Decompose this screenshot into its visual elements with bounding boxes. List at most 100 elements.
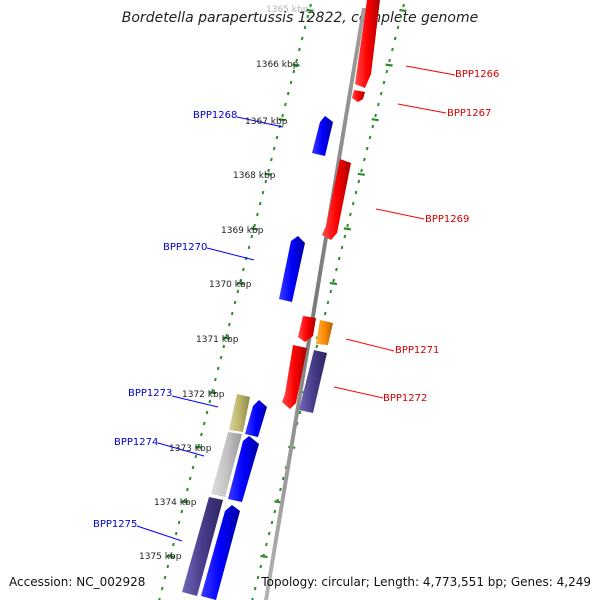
right-track-dot [402, 3, 405, 8]
gene-bpp1268-arrow[interactable] [312, 116, 333, 156]
right-track-dot [351, 201, 355, 206]
tick-mark-1372-left [209, 391, 217, 395]
leader-bpp1266 [405, 65, 456, 76]
right-track-dot [346, 223, 349, 228]
tick-mark-1367-right [371, 118, 379, 122]
gene-label-bpp1268[interactable]: BPP1268 [193, 110, 237, 121]
tick-mark-1365-left [306, 8, 314, 13]
right-track-dot [396, 25, 400, 30]
gene-bpp1273-gray[interactable] [211, 432, 242, 497]
gene-label-bpp1267[interactable]: BPP1267 [447, 108, 491, 119]
genes-reverse [182, 116, 333, 600]
left-track-dot [261, 190, 265, 195]
leader-bpp1274 [157, 442, 205, 457]
right-track-dot [357, 179, 361, 184]
gene-bpp1275-arrow[interactable] [201, 505, 240, 600]
tick-mark-1367-left [278, 118, 286, 122]
accession-text: Accession: NC_002928 [9, 575, 146, 589]
tick-mark-1368-right [357, 172, 365, 176]
left-track-dot [180, 509, 184, 514]
tick-mark-1375-right [260, 554, 268, 559]
left-track-dot [205, 410, 209, 415]
tick-mark-1369-left [250, 227, 259, 231]
gene-bpp1270-arrow[interactable] [279, 236, 305, 302]
left-track-dot [292, 69, 296, 74]
right-track-dot [273, 509, 277, 514]
gene-label-bpp1269[interactable]: BPP1269 [425, 214, 469, 225]
left-track-dot [250, 234, 254, 239]
gene-bpp1272-arrow[interactable] [299, 350, 327, 413]
gene-label-bpp1270[interactable]: BPP1270 [163, 242, 207, 253]
gene-bpp1273-arrow[interactable] [245, 400, 267, 437]
left-track-dot [163, 575, 167, 580]
left-track-dot [216, 366, 220, 371]
gene-bpp1269-arrow[interactable] [322, 159, 351, 240]
left-track-dot [253, 223, 256, 228]
gene-bpp1274-arrow[interactable] [228, 436, 259, 502]
gene-bpp1266-arrow[interactable] [355, 0, 380, 88]
left-track-dot [200, 432, 203, 437]
right-track-dot [354, 190, 358, 195]
left-track-dot [272, 146, 276, 151]
left-track-dot [174, 531, 178, 536]
left-track-dot [236, 289, 240, 294]
tick-mark-1370-left [236, 281, 245, 286]
gene-label-bpp1274[interactable]: BPP1274 [114, 437, 158, 448]
left-track-dot [211, 388, 214, 393]
left-track-dot [284, 102, 287, 107]
gene-bpp1273-khaki[interactable] [229, 394, 250, 432]
right-track-dot [349, 212, 352, 217]
right-track-dot [326, 300, 330, 305]
leader-bpp1269 [375, 208, 425, 220]
left-track-dot [300, 36, 304, 41]
tick-label-1367: 1367 kbp [245, 117, 288, 127]
gene-label-bpp1272[interactable]: BPP1272 [383, 393, 427, 404]
gene-label-bpp1271[interactable]: BPP1271 [395, 345, 439, 356]
right-track-dot [253, 586, 257, 591]
gene-bpp1267-arrow[interactable] [352, 90, 365, 102]
right-track-dot [363, 157, 366, 162]
genome-summary-text: Topology: circular; Length: 4,773,551 bp… [261, 575, 591, 589]
left-track-dot [242, 267, 245, 272]
gene-label-leaders [136, 65, 456, 542]
gene-label-bpp1273[interactable]: BPP1273 [128, 388, 172, 399]
tick-label-1370: 1370 kbp [209, 280, 252, 290]
left-track-dot [264, 179, 268, 184]
gene-bpp1271-arrow[interactable] [316, 320, 333, 345]
left-track-dot [225, 333, 228, 338]
right-track-dot [365, 146, 369, 151]
right-track-dot [335, 267, 338, 272]
right-track-dot [265, 542, 268, 547]
left-track-dot [267, 168, 270, 173]
leader-bpp1270 [206, 247, 255, 261]
gene-bpp1275-slate[interactable] [182, 497, 223, 596]
left-track-dot [208, 399, 212, 404]
leader-bpp1275 [136, 525, 183, 542]
left-track-dot [289, 80, 293, 85]
right-track-dot [391, 47, 394, 52]
left-track-dot [186, 487, 189, 492]
right-track-dot [281, 476, 285, 481]
right-track-dot [385, 69, 389, 74]
gene-bpp1272-red-arrow[interactable] [282, 345, 307, 409]
tick-mark-1370-right [329, 281, 338, 286]
right-track-dot [368, 135, 372, 140]
tick-mark-1373-left [195, 445, 203, 449]
leader-bpp1273 [171, 395, 219, 408]
leader-bpp1267 [397, 103, 447, 114]
right-track-dot [270, 520, 274, 525]
left-track-dot [191, 465, 195, 470]
left-track-dot [298, 47, 301, 52]
leader-bpp1271 [345, 338, 395, 352]
left-track-dot [258, 201, 262, 206]
gene-label-bpp1275[interactable]: BPP1275 [93, 519, 137, 530]
right-track-dot [323, 311, 327, 316]
left-track-dot [194, 454, 198, 459]
left-track-dot [202, 421, 206, 426]
gene-bpp1271-red-arrow[interactable] [298, 316, 316, 342]
tick-mark-1369-right [343, 227, 352, 231]
tick-label-1368: 1368 kbp [233, 171, 276, 181]
left-track-dot [233, 300, 237, 305]
gene-label-bpp1266[interactable]: BPP1266 [455, 69, 499, 80]
